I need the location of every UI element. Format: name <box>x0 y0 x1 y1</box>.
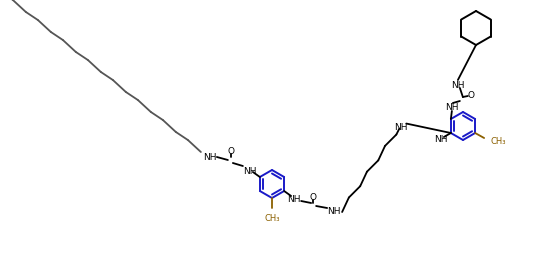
Text: NH: NH <box>203 152 216 161</box>
Text: NH: NH <box>434 135 448 144</box>
Text: NH: NH <box>395 123 408 132</box>
Text: NH: NH <box>243 166 256 175</box>
Text: NH: NH <box>287 194 301 203</box>
Text: NH: NH <box>451 81 465 90</box>
Text: CH₃: CH₃ <box>490 136 506 145</box>
Text: NH: NH <box>327 206 341 215</box>
Text: NH: NH <box>445 102 459 111</box>
Text: O: O <box>468 90 475 99</box>
Text: O: O <box>227 147 235 156</box>
Text: O: O <box>310 193 317 202</box>
Text: CH₃: CH₃ <box>264 213 279 222</box>
